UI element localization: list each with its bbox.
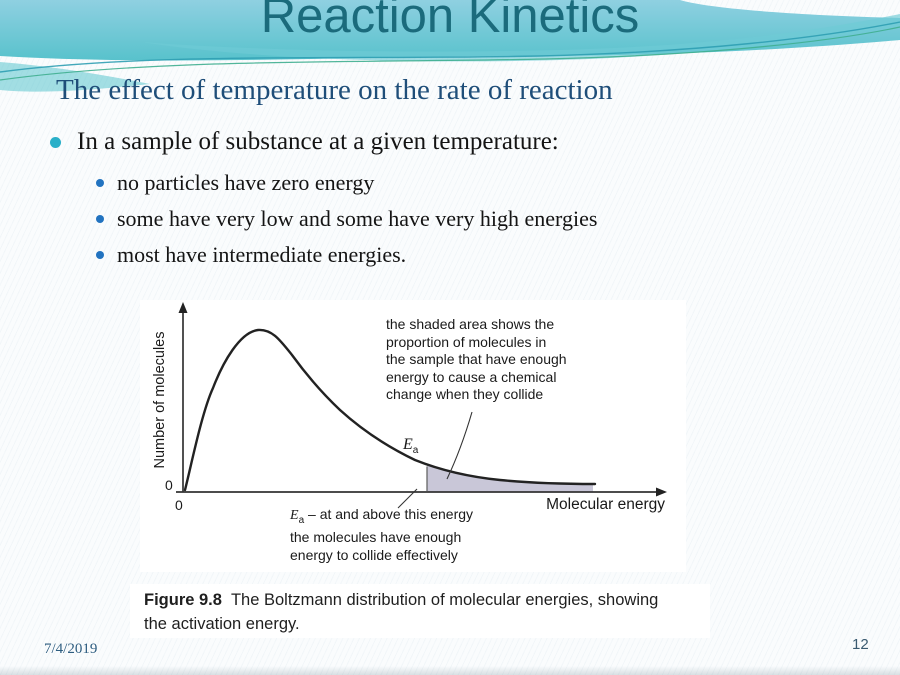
boltzmann-chart-canvas: Number of molecules xyxy=(152,302,667,509)
y-origin-label: 0 xyxy=(165,477,173,493)
ea-pointer-line xyxy=(397,488,418,509)
figure-caption-text: Figure 9.8 The Boltzmann distribution of … xyxy=(130,584,679,637)
bullet-dot-icon xyxy=(96,215,104,223)
shaded-area-region xyxy=(427,465,593,492)
x-axis-arrow-icon xyxy=(656,487,667,497)
bullet-dot-icon xyxy=(96,179,104,187)
activation-energy-annotation: Ea – at and above this energy the molecu… xyxy=(290,506,488,564)
shaded-area-annotation: the shaded area shows the proportion of … xyxy=(386,316,567,402)
wave-line-blue xyxy=(0,21,900,73)
wave-line-green xyxy=(0,26,900,81)
x-axis-label: Molecular energy xyxy=(546,496,665,513)
bullet-text: most have intermediate energies. xyxy=(117,242,407,267)
wave-header-decoration xyxy=(0,0,900,92)
bullet-dot-icon xyxy=(96,251,104,259)
wave-band-overlay xyxy=(140,14,900,62)
bullet-dot-icon xyxy=(50,137,61,148)
boltzmann-distribution-figure: Number of molecules the shaded area show… xyxy=(140,300,686,572)
bullet-item-level1: In a sample of substance at a given temp… xyxy=(50,126,559,157)
y-axis-label: Number of molecules xyxy=(152,332,168,469)
slide-page-number: 12 xyxy=(852,636,869,653)
bullet-text: some have very low and some have very hi… xyxy=(117,206,598,231)
bullet-item-level2: some have very low and some have very hi… xyxy=(96,206,597,232)
ea-symbol: E xyxy=(403,436,413,453)
wave-wedge-left xyxy=(0,62,150,92)
y-axis-arrow-icon xyxy=(178,302,188,313)
page-title: Reaction Kinetics xyxy=(260,0,640,43)
bullet-text: In a sample of substance at a given temp… xyxy=(77,128,559,155)
annotation-pointer-line xyxy=(446,411,473,480)
figure-caption-body: The Boltzmann distribution of molecular … xyxy=(144,591,659,633)
slide-date: 7/4/2019 xyxy=(44,641,98,657)
ea-annotation-text: – at and above this energy the molecules… xyxy=(290,506,474,563)
ea-subscript: a xyxy=(412,445,419,457)
axes-lines xyxy=(176,308,660,493)
figure-caption-number: Figure 9.8 xyxy=(144,591,222,609)
bullet-item-level2: most have intermediate energies. xyxy=(96,242,406,268)
figure-caption: Figure 9.8 The Boltzmann distribution of … xyxy=(130,584,710,638)
boltzmann-curve xyxy=(183,328,597,492)
x-origin-label: 0 xyxy=(175,497,183,513)
slide-subtitle: The effect of temperature on the rate of… xyxy=(56,74,613,106)
activation-energy-label: Ea xyxy=(403,436,418,456)
ea-symbol-inline: Ea xyxy=(290,508,305,526)
bullet-text: no particles have zero energy xyxy=(117,170,375,195)
bullet-item-level2: no particles have zero energy xyxy=(96,170,374,196)
